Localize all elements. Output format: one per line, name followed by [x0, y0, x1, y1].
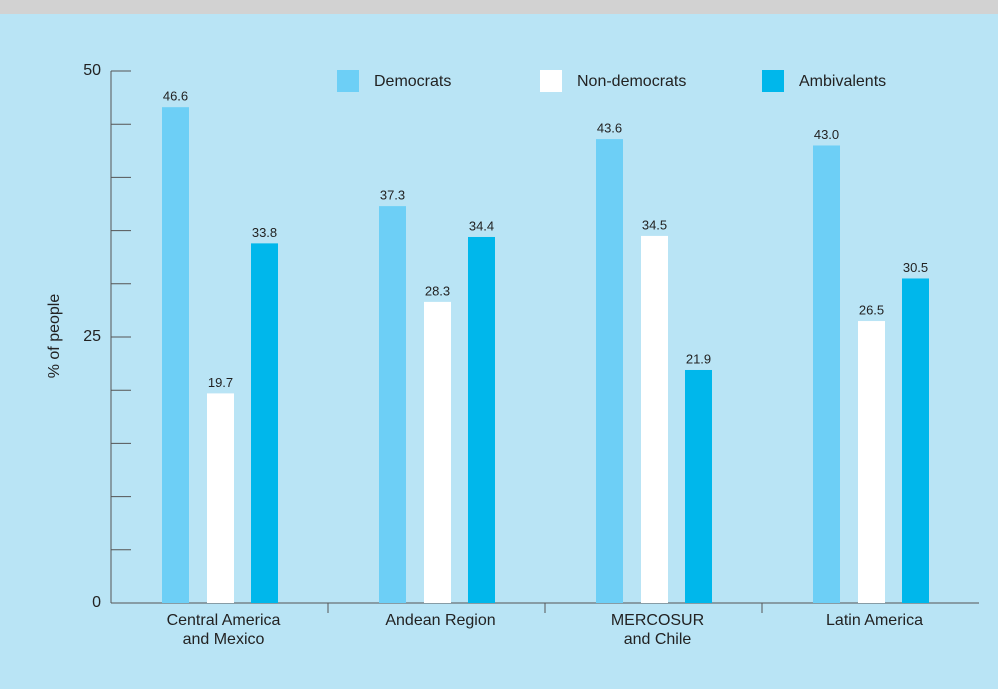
bar [162, 107, 189, 604]
y-tick-label: 25 [83, 328, 101, 345]
x-tick-label: Andean Region [385, 612, 496, 629]
value-label: 21.9 [686, 351, 711, 366]
value-label: 46.6 [163, 89, 188, 104]
value-label: 30.5 [903, 260, 928, 275]
bar [468, 236, 495, 603]
legend-swatch [762, 70, 784, 92]
bar [379, 206, 406, 604]
value-label: 37.3 [380, 188, 405, 203]
value-label: 28.3 [425, 283, 450, 298]
bar [685, 369, 712, 603]
legend-label: Democrats [374, 73, 451, 90]
legend-label: Ambivalents [799, 73, 886, 90]
bar [424, 301, 451, 603]
top-band [0, 0, 998, 14]
legend-label: Non-democrats [577, 73, 686, 90]
bar [902, 278, 929, 603]
bar [596, 139, 623, 603]
bar [207, 393, 234, 603]
value-label: 34.5 [642, 217, 667, 232]
y-tick-label: 50 [83, 62, 101, 79]
value-label: 19.7 [208, 375, 233, 390]
value-label: 34.4 [469, 218, 494, 233]
y-tick-label: 0 [92, 594, 101, 611]
bar [641, 235, 668, 604]
bar [251, 243, 278, 604]
x-tick-label: MERCOSUR and Chile [610, 612, 705, 648]
value-label: 43.0 [814, 127, 839, 142]
legend-swatch [540, 70, 562, 92]
legend-swatch [337, 70, 359, 92]
value-label: 43.6 [597, 121, 622, 136]
bar [858, 321, 885, 603]
y-axis-label: % of people [46, 294, 63, 379]
x-tick-label: Latin America [826, 612, 923, 629]
x-tick-label: Central America and Mexico [166, 612, 281, 648]
value-label: 26.5 [859, 302, 884, 317]
bar [813, 145, 840, 604]
value-label: 33.8 [252, 225, 277, 240]
